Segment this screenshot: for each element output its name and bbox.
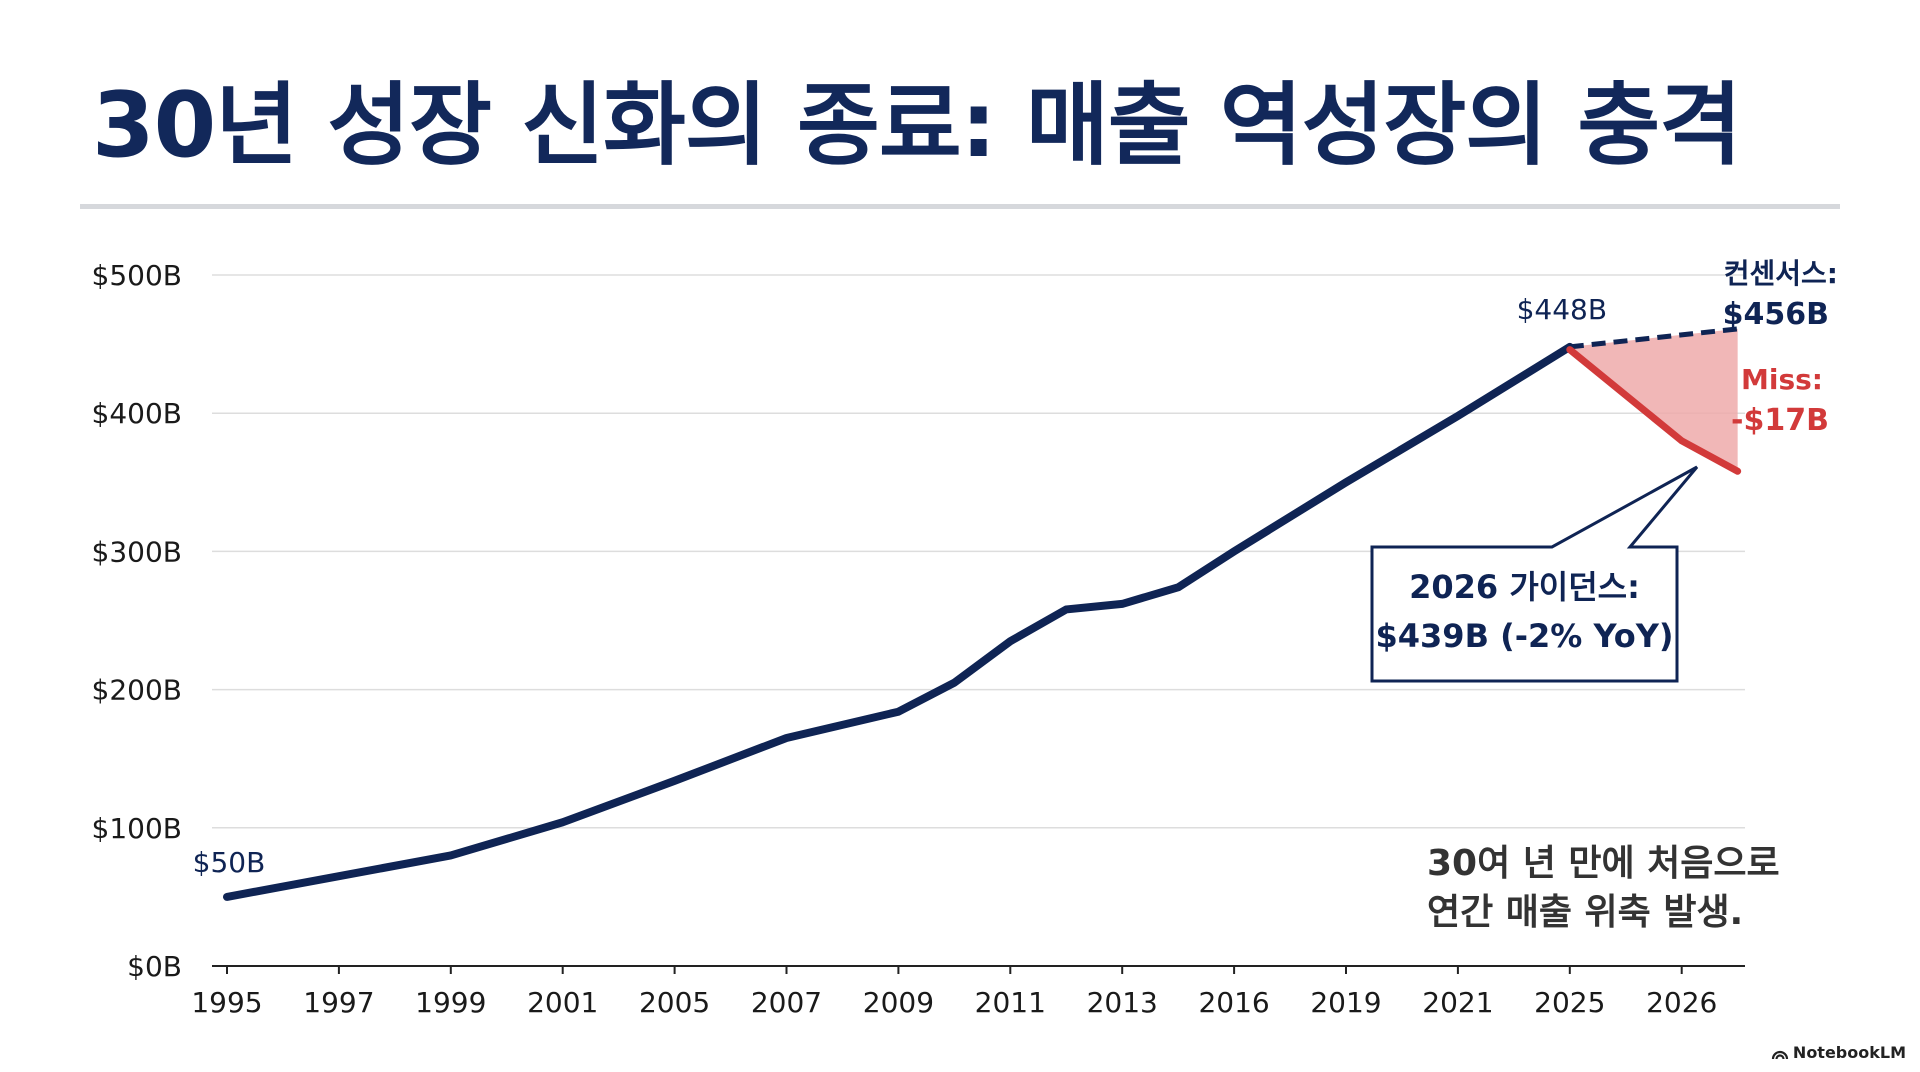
x-tick-label: 2025 xyxy=(1534,986,1605,1019)
y-tick-label: $0B xyxy=(127,950,182,983)
consensus-series-line xyxy=(1569,326,1738,350)
x-tick-label: 2016 xyxy=(1198,986,1269,1019)
note-line-2: 연간 매출 위축 발생. xyxy=(1427,892,1743,933)
start-value-label: $50B xyxy=(193,846,266,879)
brand-text: NotebookLM xyxy=(1792,1043,1906,1062)
x-tick-label: 2021 xyxy=(1422,986,1493,1019)
title-divider xyxy=(80,204,1840,209)
consensus-value-label: $456B xyxy=(1723,297,1829,332)
page-title: 30년 성장 신화의 종료: 매출 역성장의 충격 xyxy=(92,73,1742,178)
x-tick-label: 2009 xyxy=(863,986,934,1019)
x-tick-label: 1995 xyxy=(191,986,262,1019)
x-tick-label: 2001 xyxy=(527,986,598,1019)
x-tick-label: 2011 xyxy=(975,986,1046,1019)
y-tick-label: $500B xyxy=(92,259,182,292)
peak-value-label: $448B xyxy=(1517,293,1607,326)
x-tick-label: 2019 xyxy=(1310,986,1381,1019)
x-tick-label: 1999 xyxy=(415,986,486,1019)
guidance-callout-value: $439B (-2% YoY) xyxy=(1376,617,1674,655)
y-tick-label: $400B xyxy=(92,397,182,430)
guidance-series-line xyxy=(1566,346,1742,475)
y-tick-label: $200B xyxy=(92,674,182,707)
note-line-1: 30여 년 만에 처음으로 xyxy=(1427,843,1780,884)
x-tick-label: 2007 xyxy=(751,986,822,1019)
guidance-callout-title: 2026 가이던스: xyxy=(1409,568,1640,606)
notebooklm-logo-icon xyxy=(1771,1050,1789,1059)
brand-watermark: NotebookLM xyxy=(1771,1043,1906,1062)
x-tick-label: 2013 xyxy=(1087,986,1158,1019)
y-tick-label: $100B xyxy=(92,812,182,845)
consensus-label: 컨센서스: xyxy=(1724,257,1838,290)
x-tick-label: 1997 xyxy=(303,986,374,1019)
x-tick-label: 2005 xyxy=(639,986,710,1019)
miss-value-label: -$17B xyxy=(1731,403,1829,438)
guidance-callout-box xyxy=(1370,465,1699,683)
x-tick-label: 2026 xyxy=(1646,986,1717,1019)
miss-label: Miss: xyxy=(1741,363,1823,396)
miss-area xyxy=(1569,328,1738,472)
revenue-series-line xyxy=(223,342,1574,901)
y-tick-label: $300B xyxy=(92,535,182,568)
